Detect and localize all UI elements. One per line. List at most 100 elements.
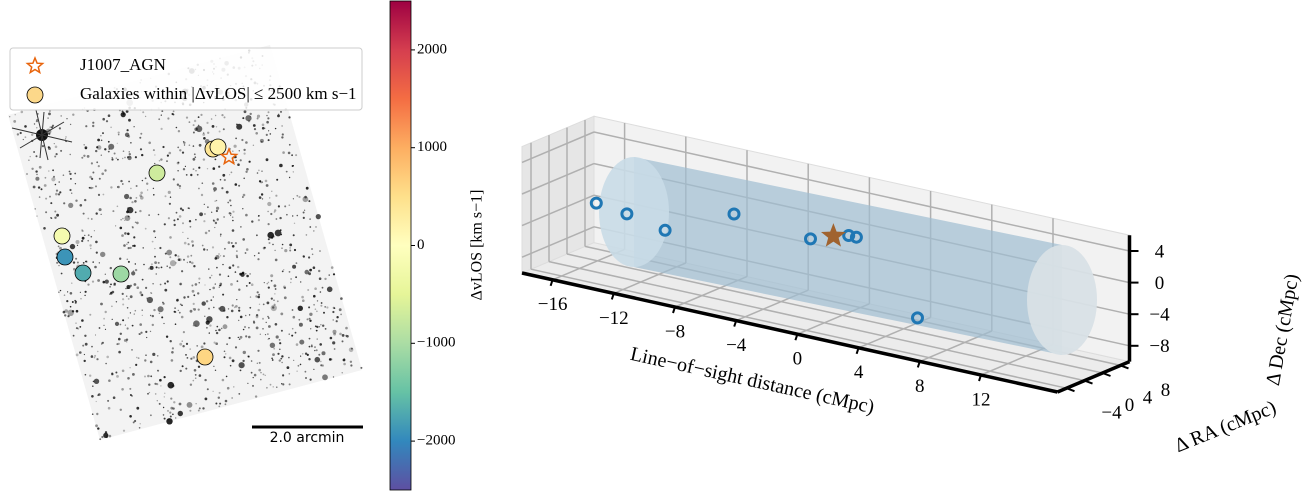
sky-source [216,267,218,269]
sky-source [294,249,296,251]
sky-source [206,327,208,329]
sky-source [65,136,66,137]
sky-source [193,308,194,309]
sky-source [35,170,37,172]
sky-source [45,198,47,200]
sky-source [35,177,39,181]
sky-source [235,242,237,244]
sky-source [189,144,191,146]
sky-source [266,322,267,323]
sky-source [345,327,348,330]
sky-source [194,128,197,131]
sky-source [148,214,149,215]
sky-source [265,334,266,335]
sky-source [198,309,200,311]
sky-source [192,246,193,247]
sky-source [89,244,91,246]
sky-source [172,385,175,388]
sky-source [171,351,174,354]
sky-source [250,296,251,297]
sky-source [97,139,100,142]
sky-source [166,250,172,256]
sky-source [319,343,322,346]
sky-source [319,277,322,280]
sky-source [270,213,272,215]
sky-source [131,201,133,203]
sky-source [170,407,173,410]
sky-source [214,190,216,192]
sky-source [212,246,214,248]
sky-source [49,196,51,198]
sky-source [96,401,97,402]
sky-source [168,419,170,421]
sky-source [108,151,110,153]
sky-source [249,307,251,309]
sky-source [264,282,265,283]
sky-source [53,176,55,178]
sky-source [150,266,154,270]
sky-source [275,323,278,326]
sky-source [193,294,195,296]
sky-source [277,115,280,118]
sky-source [289,250,291,252]
sky-source [139,194,142,197]
sky-source [202,245,204,247]
sky-source [116,158,117,159]
sky-source [195,283,198,286]
sky-source [96,212,98,214]
sky-source [224,248,226,250]
sky-source [240,336,243,339]
sky-source [249,282,251,284]
sky-source [262,127,265,130]
sky-source [254,374,257,377]
x-tick-label: 8 [915,376,925,397]
sky-source [215,330,217,332]
sky-source [276,335,279,338]
sky-source [292,328,294,330]
sky-source [75,301,77,303]
galaxy-marker [210,139,226,155]
sky-source [139,427,141,429]
sky-source [140,192,143,195]
sky-source [56,153,58,155]
sky-source [308,306,310,308]
sky-source [209,277,211,279]
sky-source [190,384,192,386]
sky-source [94,230,95,231]
sky-source [193,265,195,267]
sky-source [44,184,47,187]
sky-source [245,273,247,275]
sky-source [303,256,305,258]
sky-source [185,354,187,356]
sky-source [249,161,251,163]
sky-source [110,267,112,269]
sky-source [167,117,169,119]
sky-source [109,435,112,438]
sky-source [136,197,138,199]
sky-source [179,343,182,346]
sky-source [310,379,312,381]
sky-source [279,339,281,341]
sky-source [175,311,177,313]
sky-source [268,223,270,225]
sky-source [58,193,60,195]
sky-source [216,210,218,212]
sky-source [300,281,301,282]
galaxy-marker [75,265,91,281]
sky-source [59,127,61,129]
sky-source [294,223,295,224]
sky-source [223,128,225,130]
sky-source [182,365,184,367]
legend-label: J1007_AGN [80,55,166,74]
sky-source [99,208,102,211]
sky-source [183,141,184,142]
sky-source [334,308,335,309]
sky-source [291,335,293,337]
sky-source [105,431,107,433]
sky-source [198,278,200,280]
sky-source [332,341,335,344]
sky-source [59,191,61,193]
sky-source [115,372,117,374]
sky-source [75,258,77,260]
sky-source [125,133,129,137]
